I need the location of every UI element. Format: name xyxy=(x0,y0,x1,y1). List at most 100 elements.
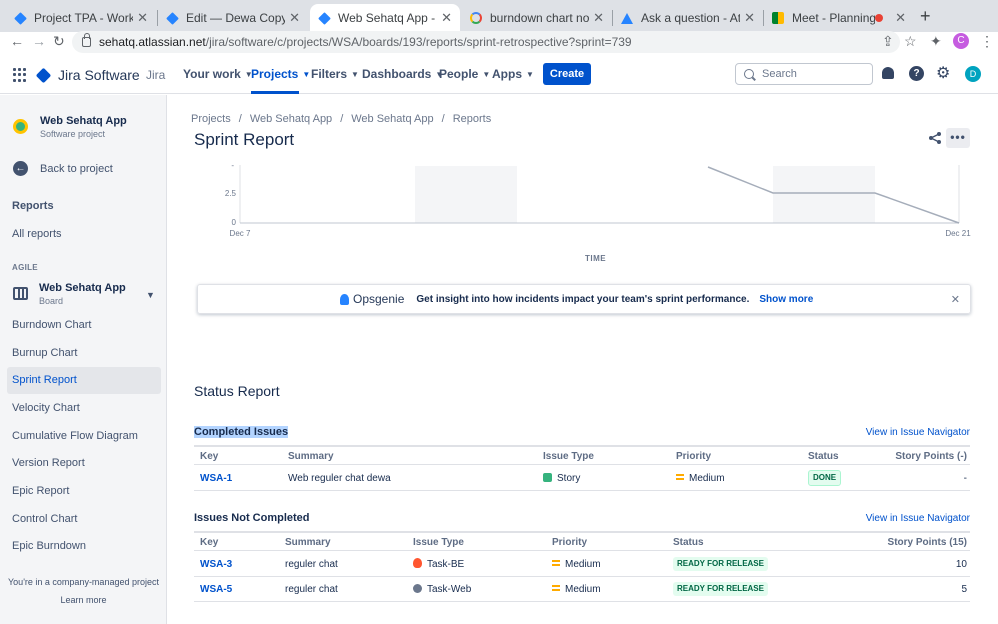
breadcrumb-projects[interactable]: Projects xyxy=(191,113,231,125)
all-reports-link[interactable]: All reports xyxy=(12,228,62,240)
extensions-icon[interactable]: ✦ xyxy=(930,33,942,49)
close-tab-icon[interactable]: ✕ xyxy=(441,10,452,25)
notifications-icon[interactable] xyxy=(882,67,894,79)
create-button[interactable]: Create xyxy=(543,63,591,85)
nav-apps[interactable]: Apps ▼ xyxy=(492,67,534,81)
atlassian-icon xyxy=(621,12,633,24)
sidebar-item-sprint-report[interactable]: Sprint Report xyxy=(7,367,161,394)
lock-icon xyxy=(82,33,91,47)
medium-priority-icon xyxy=(676,474,684,480)
chevron-down-icon: ▼ xyxy=(244,69,253,79)
story-points: 10 xyxy=(955,559,967,570)
browser-menu-icon[interactable]: ⋮ xyxy=(980,33,994,49)
breadcrumb-reports[interactable]: Reports xyxy=(452,113,492,125)
product-name: Jira Software xyxy=(58,67,140,83)
y-tick-label: 2.5 xyxy=(225,189,237,198)
selected-nav-indicator xyxy=(251,91,299,94)
share-icon[interactable] xyxy=(928,131,942,145)
table-header: Key Summary Issue Type Priority Status S… xyxy=(194,445,970,465)
tab-title: Web Sehatq App - Web Se xyxy=(338,11,437,25)
close-tab-icon[interactable]: ✕ xyxy=(744,10,755,25)
chevron-down-icon: ▼ xyxy=(302,69,311,79)
browser-tab[interactable]: Project TPA - Workflows - ✕ xyxy=(6,4,156,32)
non-working-day-band xyxy=(773,166,875,223)
close-icon[interactable]: ✕ xyxy=(950,294,960,306)
browser-tab[interactable]: Edit — Dewa Copy of Seha ✕ xyxy=(158,4,308,32)
col-story-points: Story Points (15) xyxy=(887,537,967,548)
issue-status: READY FOR RELEASE xyxy=(673,577,768,602)
close-tab-icon[interactable]: ✕ xyxy=(137,10,148,25)
sidebar-item-epic-report[interactable]: Epic Report xyxy=(12,485,70,497)
issue-status: DONE xyxy=(808,466,842,491)
issue-summary: reguler chat xyxy=(285,559,338,570)
nav-projects[interactable]: Projects ▼ xyxy=(251,67,311,81)
sidebar-item-burnup-chart[interactable]: Burnup Chart xyxy=(12,347,78,359)
reload-icon[interactable]: ↻ xyxy=(53,33,65,49)
nav-people[interactable]: People ▼ xyxy=(439,67,491,81)
issue-key-link[interactable]: WSA-5 xyxy=(200,584,233,595)
issue-type: Task-Web xyxy=(413,577,471,602)
task-web-icon xyxy=(413,584,422,593)
project-sidebar: Web Sehatq App Software project ← Back t… xyxy=(0,95,167,624)
show-more-link[interactable]: Show more xyxy=(759,293,814,305)
settings-gear-icon[interactable]: ⚙ xyxy=(936,65,951,82)
jira-icon xyxy=(166,11,179,25)
banner-message: Get insight into how incidents impact yo… xyxy=(416,293,750,305)
browser-profile-avatar[interactable]: C xyxy=(953,33,969,49)
issue-key-link[interactable]: WSA-3 xyxy=(200,559,233,570)
browser-tab[interactable]: Meet - Planning Corp ✕ xyxy=(764,4,914,32)
chevron-down-icon[interactable]: ▼ xyxy=(146,290,155,300)
view-in-issue-navigator-link[interactable]: View in Issue Navigator xyxy=(865,427,970,438)
issue-key-link[interactable]: WSA-1 xyxy=(200,473,233,484)
back-arrow-icon[interactable]: ← xyxy=(10,33,24,49)
new-tab-button[interactable]: + xyxy=(920,6,931,26)
user-avatar[interactable]: D xyxy=(965,66,981,82)
breadcrumb-board[interactable]: Web Sehatq App xyxy=(351,113,434,125)
sidebar-item-cumulative-flow[interactable]: Cumulative Flow Diagram xyxy=(12,430,138,442)
issue-priority: Medium xyxy=(676,466,725,491)
chevron-down-icon: ▼ xyxy=(351,69,359,79)
story-points: - xyxy=(963,473,967,484)
y-tick-label: - xyxy=(231,161,234,170)
task-be-icon xyxy=(413,558,422,568)
more-actions-button[interactable]: ••• xyxy=(946,128,970,148)
project-name[interactable]: Web Sehatq App xyxy=(40,115,127,127)
browser-tab-active[interactable]: Web Sehatq App - Web Se ✕ xyxy=(310,4,460,32)
bookmark-star-icon[interactable]: ☆ xyxy=(904,33,917,49)
view-in-issue-navigator-link[interactable]: View in Issue Navigator xyxy=(865,513,970,524)
jira-logo[interactable]: Jira Software xyxy=(35,67,140,83)
breadcrumb-project[interactable]: Web Sehatq App xyxy=(249,113,333,125)
burndown-chart: - 2.5 0 Dec 7 Dec 21 xyxy=(225,161,971,238)
col-key: Key xyxy=(200,451,219,462)
sidebar-item-control-chart[interactable]: Control Chart xyxy=(12,513,78,525)
back-to-project-link[interactable]: Back to project xyxy=(40,163,113,175)
sidebar-item-velocity-chart[interactable]: Velocity Chart xyxy=(12,402,80,414)
forward-arrow-icon[interactable]: → xyxy=(32,33,46,49)
jira-link[interactable]: Jira xyxy=(146,68,166,82)
learn-more-link[interactable]: Learn more xyxy=(60,595,107,605)
sidebar-item-version-report[interactable]: Version Report xyxy=(12,457,85,469)
search-input[interactable]: Search xyxy=(735,63,873,85)
app-switcher-icon[interactable] xyxy=(13,68,27,82)
issue-type: Task-BE xyxy=(413,552,464,577)
opsgenie-banner: Opsgenie Get insight into how incidents … xyxy=(197,284,971,314)
close-tab-icon[interactable]: ✕ xyxy=(593,10,604,25)
status-badge: READY FOR RELEASE xyxy=(673,582,768,596)
board-name[interactable]: Web Sehatq App xyxy=(39,282,126,294)
browser-tab[interactable]: burndown chart not down ✕ xyxy=(462,4,612,32)
nav-dashboards[interactable]: Dashboards ▼ xyxy=(362,67,444,81)
sidebar-item-burndown-chart[interactable]: Burndown Chart xyxy=(12,319,92,331)
share-page-icon[interactable]: ⇪ xyxy=(882,33,894,49)
help-icon[interactable]: ? xyxy=(909,66,924,81)
close-tab-icon[interactable]: ✕ xyxy=(895,10,906,25)
sidebar-item-epic-burndown[interactable]: Epic Burndown xyxy=(12,540,86,552)
nav-your-work[interactable]: Your work ▼ xyxy=(183,67,253,81)
address-bar[interactable]: sehatq.atlassian.net/jira/software/c/pro… xyxy=(72,31,900,53)
back-arrow-icon[interactable]: ← xyxy=(13,161,28,176)
col-story-points: Story Points (-) xyxy=(895,451,967,462)
tab-divider xyxy=(612,10,613,26)
nav-filters[interactable]: Filters ▼ xyxy=(311,67,359,81)
project-type-note: You're in a company-managed project xyxy=(8,577,159,587)
close-tab-icon[interactable]: ✕ xyxy=(289,10,300,25)
browser-tab[interactable]: Ask a question - Atlassian ✕ xyxy=(613,4,763,32)
